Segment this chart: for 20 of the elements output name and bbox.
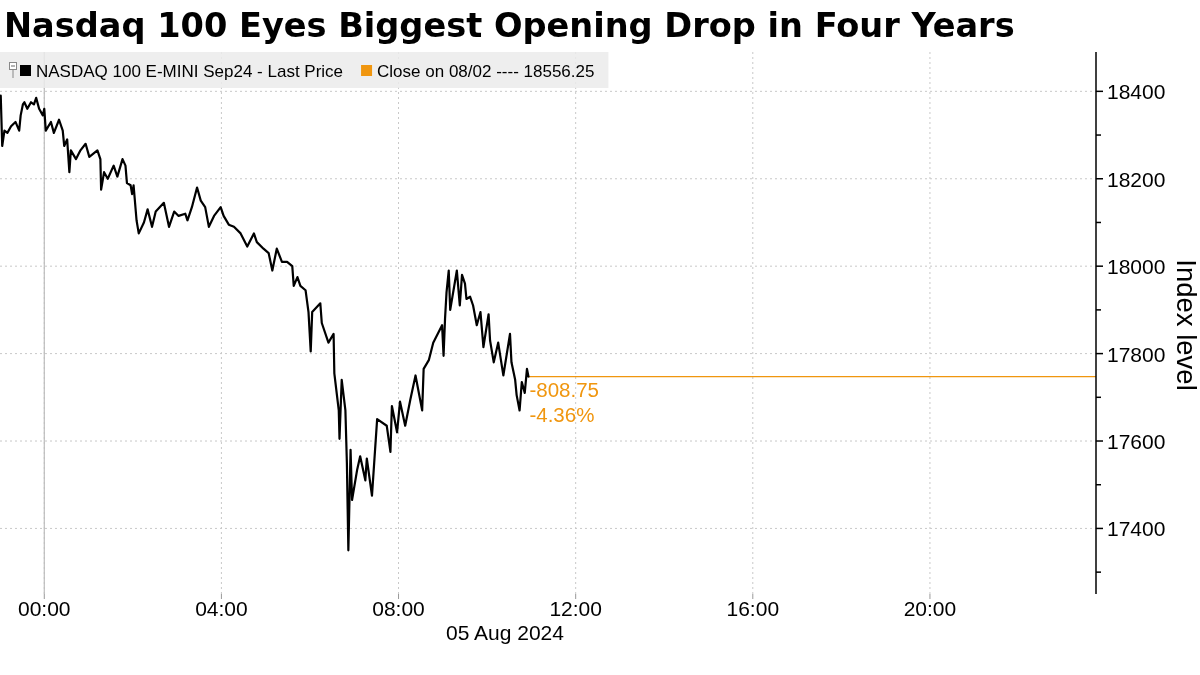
y-tick-label: 18400 xyxy=(1107,79,1166,103)
annotation: -4.36% xyxy=(529,402,595,426)
line-series xyxy=(0,94,530,552)
legend-label: Close on 08/02 ---- 18556.25 xyxy=(377,62,595,81)
annotation: -808.75 xyxy=(529,378,599,402)
x-tick-label: 16:00 xyxy=(726,597,780,620)
legend-label: NASDAQ 100 E-MINI Sep24 - Last Price xyxy=(36,62,344,81)
chart-title: Nasdaq 100 Eyes Biggest Opening Drop in Four Years xyxy=(4,6,1015,45)
y-tick-label: 17800 xyxy=(1107,342,1166,366)
y-axis-title: Index level xyxy=(1171,259,1200,391)
x-tick-label: 12:00 xyxy=(549,597,602,620)
y-tick-label: 17400 xyxy=(1107,516,1166,540)
x-tick-label: 08:00 xyxy=(372,597,425,620)
y-tick-label: 17600 xyxy=(1107,429,1166,453)
x-tick-label: 20:00 xyxy=(903,597,957,620)
y-tick-label: 18200 xyxy=(1107,167,1166,191)
x-axis-title: 05 Aug 2024 xyxy=(446,621,565,644)
y-tick-label: 18000 xyxy=(1107,254,1166,278)
x-tick-label: 04:00 xyxy=(195,597,248,620)
x-tick-label: 00:00 xyxy=(18,597,71,620)
